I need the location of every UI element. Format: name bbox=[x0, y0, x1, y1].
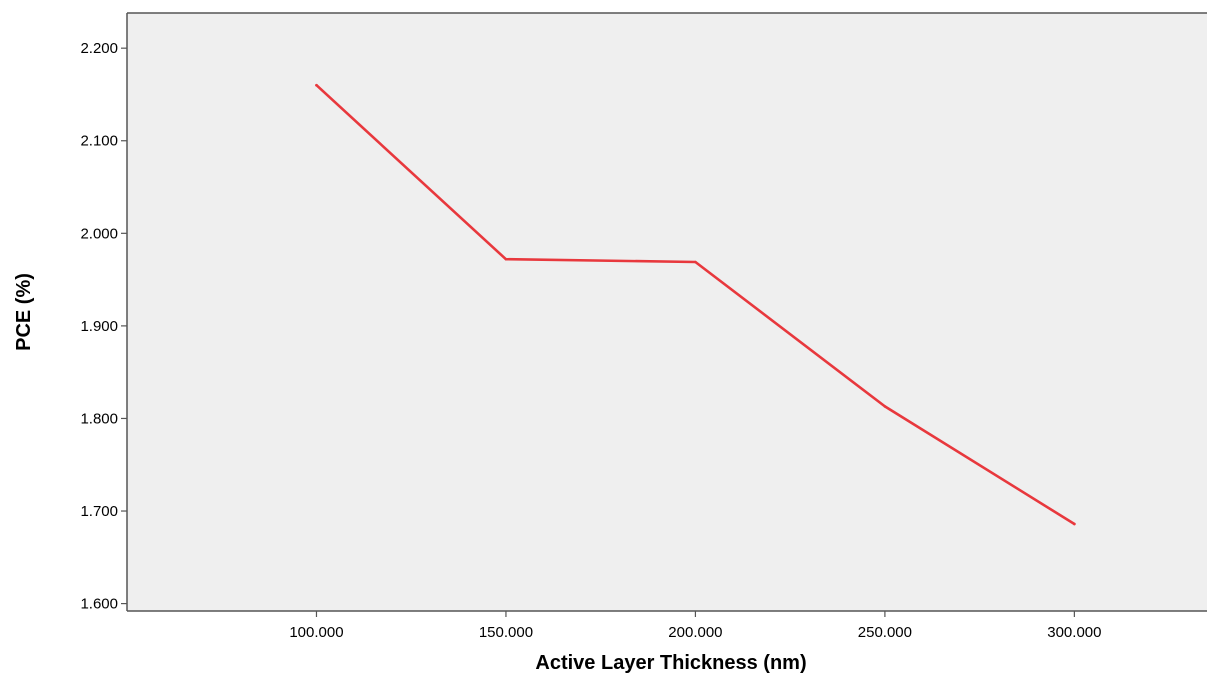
y-tick-label: 1.900 bbox=[80, 318, 118, 335]
y-tick-label: 2.200 bbox=[80, 40, 118, 57]
data-point bbox=[883, 405, 887, 408]
x-tick-label: 250.000 bbox=[858, 624, 912, 641]
y-tick-label: 2.100 bbox=[80, 133, 118, 150]
y-axis-ticks: 1.600 1.700 1.800 1.900 2.000 2.100 2.200 bbox=[80, 40, 127, 613]
x-axis-title: Active Layer Thickness (nm) bbox=[535, 652, 806, 674]
data-point bbox=[694, 260, 697, 264]
x-axis-ticks: 100.000 150.000 200.000 250.000 300.000 bbox=[289, 611, 1101, 641]
y-tick-label: 1.800 bbox=[80, 410, 118, 427]
y-tick-label: 1.700 bbox=[80, 503, 118, 520]
x-tick-label: 300.000 bbox=[1047, 624, 1101, 641]
x-tick-label: 200.000 bbox=[668, 624, 722, 641]
y-axis-title: PCE (%) bbox=[13, 273, 35, 351]
data-point bbox=[1073, 522, 1076, 526]
y-tick-label: 1.600 bbox=[80, 596, 118, 613]
series-layer bbox=[315, 83, 1076, 526]
data-point bbox=[504, 257, 508, 261]
plot-area bbox=[127, 13, 1207, 611]
data-point bbox=[315, 83, 318, 87]
x-tick-label: 100.000 bbox=[289, 624, 343, 641]
x-tick-label: 150.000 bbox=[479, 624, 533, 641]
y-tick-label: 2.000 bbox=[80, 225, 118, 242]
